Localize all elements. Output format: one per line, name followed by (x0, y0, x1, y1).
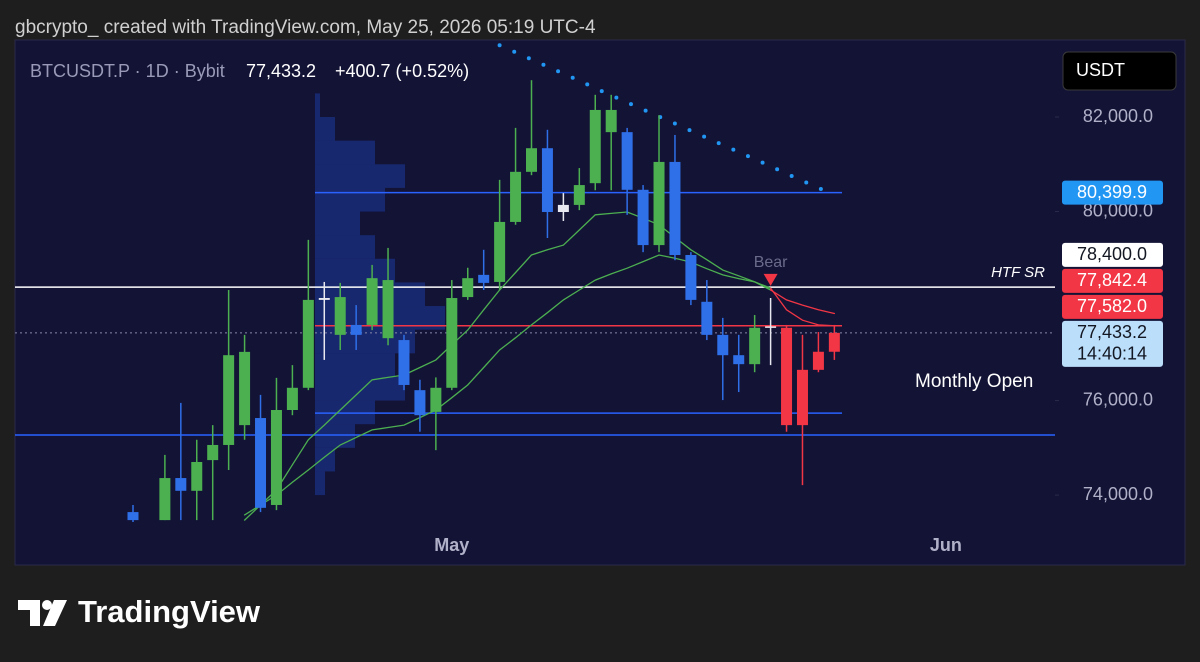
candle-body (191, 461, 203, 491)
level-label: HTF SR (991, 264, 1045, 281)
price-tag-label: 77,433.2 (1077, 322, 1147, 342)
candle-body (318, 298, 330, 300)
currency: USDT (1076, 60, 1125, 80)
volume-profile-bar (315, 306, 445, 330)
y-tick-label: 82,000.0 (1083, 106, 1153, 126)
volume-profile-bar (315, 211, 360, 236)
candle-body (510, 171, 522, 222)
price-tag (1062, 180, 1163, 205)
candle-body (494, 221, 506, 282)
candle-body (605, 109, 617, 133)
signal-label: Bear (754, 254, 788, 271)
candle-body (223, 355, 235, 445)
candle-body (334, 297, 346, 335)
volume-profile-bar (315, 376, 405, 401)
candle-body (526, 148, 537, 172)
last-price: 77,433.2 (246, 61, 316, 81)
annotation: Monthly Open (915, 371, 1033, 392)
x-tick-label: May (434, 535, 469, 555)
currency-box[interactable] (1062, 51, 1177, 91)
moving-average (769, 287, 836, 327)
price-tag (1062, 268, 1163, 293)
candle-body (589, 109, 601, 184)
volume-profile-bar (315, 93, 320, 118)
candle-body (478, 274, 490, 283)
y-tick-label: 76,000.0 (1083, 389, 1153, 409)
signal-marker (763, 273, 778, 286)
y-tick-label: 80,000.0 (1083, 200, 1153, 220)
price-change: +400.7 (+0.52%) (335, 61, 469, 81)
candle-body (446, 298, 458, 388)
candle-body (669, 161, 681, 256)
candle-body (239, 351, 251, 426)
brand: TradingView (78, 594, 261, 629)
candle-body (717, 334, 729, 356)
candle-body (414, 390, 426, 416)
volume-profile-bar (315, 140, 375, 165)
price-tag (1062, 242, 1163, 267)
volume-profile-bar (315, 424, 355, 448)
price-tag-label: 77,582.0 (1077, 296, 1147, 316)
candle-body (765, 326, 777, 328)
price-tag (1062, 320, 1163, 367)
candle-body (781, 327, 793, 426)
volume-profile-bar (315, 471, 325, 496)
candle-body (812, 351, 824, 370)
price-axis: 82,000.0 80,000.0 76,000.0 74,000.0 77,433.2… (1055, 106, 1163, 504)
volume-profile-bar (315, 258, 395, 283)
price-tag (1062, 294, 1163, 319)
volume-profile-bar (315, 353, 395, 377)
price-tag-label: 78,400.0 (1077, 244, 1147, 264)
candle-body (430, 387, 442, 412)
volume-profile-bar (315, 235, 375, 259)
candle-body (637, 189, 649, 246)
candle-body (159, 478, 171, 521)
moving-average (243, 254, 772, 516)
price-tag-label: 80,399.9 (1077, 182, 1147, 202)
y-tick-label: 74,000.0 (1083, 484, 1153, 504)
candle-body (573, 185, 585, 205)
candle-body (462, 278, 474, 298)
volume-profile-bar (315, 117, 335, 141)
moving-average (769, 289, 836, 315)
candle-body (557, 204, 569, 213)
candle-body (350, 324, 362, 335)
candle-body (398, 340, 410, 385)
candle-body (828, 332, 840, 352)
symbol: BTCUSDT.P · 1D · Bybit (30, 61, 225, 81)
candle-body (302, 299, 314, 388)
trend-line (497, 43, 837, 197)
candle-body (382, 280, 394, 339)
candle-body (796, 369, 808, 426)
candle-body (621, 132, 633, 190)
candle-body (127, 512, 139, 521)
candle-body (175, 478, 187, 491)
volume-profile-bar (315, 164, 405, 188)
brand-logo (18, 600, 67, 626)
candle-body (207, 444, 219, 461)
price-tag-label: 77,842.4 (1077, 270, 1147, 290)
moving-average (243, 211, 772, 521)
volume-profile-bar (315, 187, 385, 212)
candle-body (366, 278, 378, 325)
candle-body (685, 255, 697, 300)
attribution: gbcrypto_ created with TradingView.com, … (15, 17, 596, 38)
candle-body (541, 148, 553, 213)
plot-area: Bear (15, 43, 1055, 522)
price-tag-countdown: 14:40:14 (1077, 344, 1147, 364)
candle-body (733, 355, 745, 365)
candle-body (286, 387, 298, 411)
volume-profile-bar (315, 447, 335, 472)
candle-body (701, 301, 713, 335)
candle-body (653, 161, 665, 246)
x-tick-label: Jun (930, 535, 962, 555)
candle-body (255, 418, 267, 508)
candle-body (270, 410, 282, 505)
candle-body (749, 327, 761, 365)
